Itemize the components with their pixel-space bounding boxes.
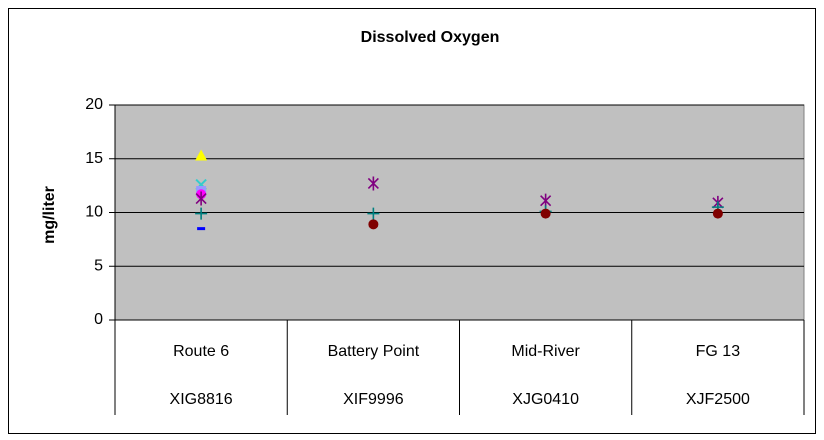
- data-point: [712, 208, 723, 219]
- x-subcategory-label: XIG8816: [170, 391, 233, 408]
- data-point: [540, 193, 552, 208]
- x-tick-label: Battery Point: [328, 343, 420, 360]
- data-point: [195, 149, 208, 161]
- x-tick-label: Mid-River: [511, 343, 580, 360]
- data-point: [197, 227, 206, 231]
- data-point: [195, 207, 208, 220]
- y-tick-label: 0: [94, 311, 103, 328]
- y-tick-label: 20: [85, 96, 103, 113]
- y-tick-label: 15: [85, 150, 103, 167]
- x-tick-label: FG 13: [696, 343, 741, 360]
- x-tick-label: Route 6: [173, 343, 229, 360]
- data-point: [195, 191, 207, 206]
- y-tick-label: 10: [85, 204, 103, 221]
- x-subcategory-label: XIF9996: [343, 391, 404, 408]
- data-point: [367, 207, 380, 220]
- x-subcategory-label: XJF2500: [686, 391, 750, 408]
- chart-title: Dissolved Oxygen: [361, 29, 500, 46]
- data-point: [540, 208, 551, 219]
- y-tick-label: 5: [94, 257, 103, 274]
- x-subcategory-label: XJG0410: [512, 391, 579, 408]
- y-axis-label: mg/liter: [41, 186, 58, 244]
- data-point: [368, 219, 379, 230]
- data-point: [367, 176, 379, 191]
